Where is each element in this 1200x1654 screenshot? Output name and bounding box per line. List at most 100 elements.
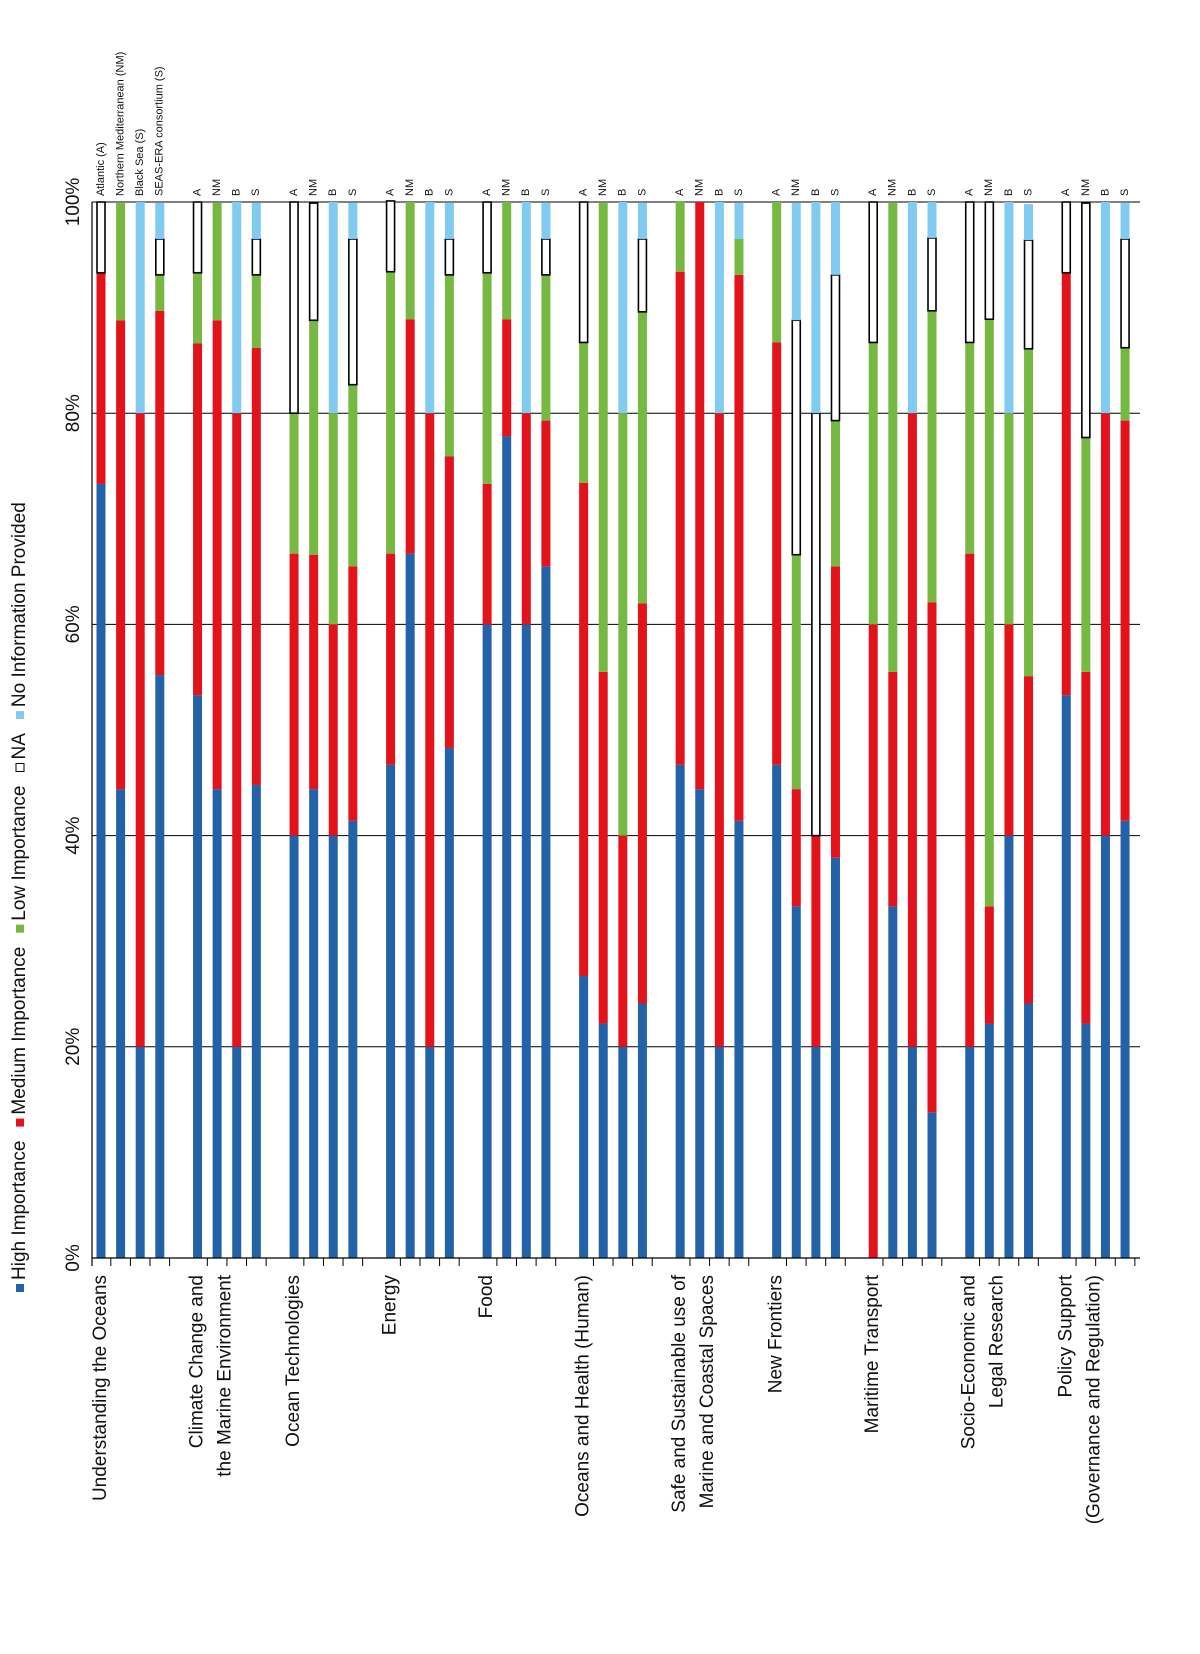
bar-label: NM — [308, 179, 320, 196]
bar-segment — [965, 553, 975, 1047]
group-label: Policy Support — [1055, 1274, 1076, 1397]
bar-segment — [637, 203, 647, 239]
bar-segment — [328, 624, 338, 836]
bar-label: A — [771, 188, 783, 196]
bar-segment — [927, 310, 937, 603]
bar-segment — [868, 342, 878, 625]
bar-segment — [830, 857, 840, 1258]
bar-segment — [598, 203, 608, 672]
bar-segment — [791, 203, 801, 321]
bar-label: NM — [211, 179, 223, 196]
bar-segment — [888, 906, 898, 1258]
bar-segment — [695, 789, 705, 1258]
bar-segment — [444, 203, 454, 239]
bar-segment — [1024, 348, 1034, 677]
bar-label: S — [347, 189, 359, 196]
bar-segment — [734, 274, 744, 821]
bar-label: A — [1060, 188, 1072, 196]
bar-segment — [1023, 239, 1034, 350]
bar-segment — [907, 413, 917, 1047]
bar-segment — [348, 203, 358, 239]
bar-segment — [1061, 201, 1072, 274]
bar-segment — [96, 201, 106, 274]
bar-label: S — [733, 189, 745, 196]
bar-label: S — [926, 189, 938, 196]
legend-swatch — [15, 763, 25, 772]
bar-label: NM — [1080, 179, 1092, 196]
bar-segment — [598, 671, 608, 1024]
bar-segment — [251, 784, 261, 1258]
bar-segment — [868, 624, 878, 1258]
bar-segment — [328, 202, 338, 414]
bar-segment — [618, 413, 628, 836]
bar-segment — [116, 320, 126, 790]
bar-segment — [135, 202, 145, 414]
bar-label: SEAS-ERA consortium (S) — [154, 66, 166, 196]
group-label: Socio-Economic and — [959, 1275, 980, 1449]
bar-segment — [637, 1003, 647, 1258]
bar-segment — [1004, 624, 1014, 836]
bar-segment — [502, 319, 512, 437]
bar-segment — [578, 201, 589, 344]
bar-segment — [695, 202, 705, 790]
bar-segment — [425, 202, 435, 414]
bar-label: Atlantic (A) — [95, 142, 107, 196]
bar-segment — [541, 420, 551, 567]
bar-segment — [1081, 437, 1091, 672]
bar-segment — [598, 1023, 608, 1258]
bar-segment — [714, 413, 724, 1047]
bar-segment — [444, 747, 454, 1258]
bar-segment — [405, 202, 415, 320]
bar-segment — [308, 202, 319, 322]
bar-segment — [193, 695, 203, 1258]
bar-segment — [482, 272, 492, 484]
bar-label: B — [1099, 189, 1111, 196]
bar-segment — [1004, 202, 1014, 414]
bar-segment — [830, 274, 841, 422]
bar-segment — [502, 202, 512, 320]
bar-segment — [984, 319, 994, 907]
bar-label: A — [481, 188, 493, 196]
bar-segment — [734, 203, 744, 239]
bar-segment — [232, 413, 242, 1047]
group-label: the Marine Environment — [215, 1274, 236, 1476]
bar-label: B — [327, 189, 339, 196]
bar-label: NM — [597, 179, 609, 196]
bar-segment — [811, 1046, 821, 1258]
legend-label: NA — [9, 733, 30, 760]
group-label: Legal Research — [987, 1275, 1008, 1408]
bar-segment — [502, 436, 512, 1258]
bar-segment — [791, 906, 801, 1258]
group-label: Safe and Sustainable use of — [669, 1274, 690, 1512]
bar-segment — [309, 320, 319, 555]
bar-segment — [155, 310, 165, 676]
bar-segment — [927, 237, 937, 312]
bar-segment — [193, 343, 203, 696]
bar-segment — [1081, 202, 1091, 439]
bar-segment — [212, 320, 222, 790]
bar-segment — [734, 238, 744, 275]
bar-segment — [791, 319, 802, 556]
bar-label: S — [636, 189, 648, 196]
group-label: Oceans and Health (Human) — [573, 1275, 594, 1517]
bar-segment — [251, 274, 261, 348]
bar-segment — [212, 203, 222, 321]
legend-swatch — [16, 1118, 24, 1127]
bar-label: S — [1119, 189, 1131, 196]
bar-label: A — [674, 188, 686, 196]
bar-segment — [1120, 203, 1130, 239]
bar-label: S — [540, 189, 552, 196]
bar-segment — [1100, 413, 1110, 836]
bar-segment — [675, 764, 685, 1258]
group-label: New Frontiers — [766, 1275, 787, 1393]
bar-segment — [135, 413, 145, 1047]
bar-segment — [868, 201, 879, 344]
bar-label: A — [578, 188, 590, 196]
legend-label: Low Importance — [9, 786, 30, 921]
bar-segment — [96, 272, 106, 484]
bar-segment — [618, 835, 628, 1047]
bar-segment — [637, 311, 647, 604]
bar-segment — [811, 202, 821, 414]
bar-label: NM — [983, 179, 995, 196]
